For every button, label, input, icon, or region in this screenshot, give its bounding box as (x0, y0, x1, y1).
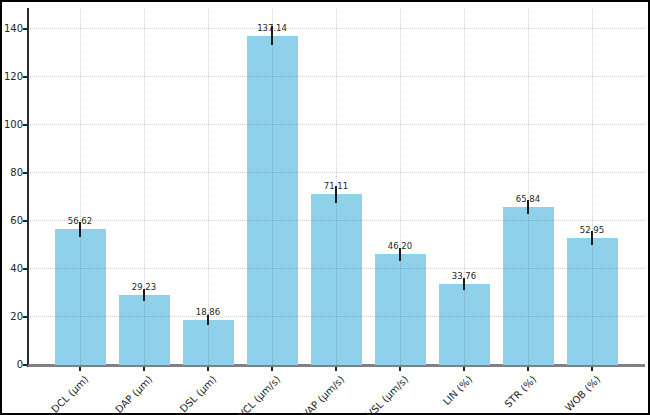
x-tick-mark (79, 367, 81, 371)
y-tick-mark (23, 76, 27, 78)
bar-value-label: 18.86 (178, 308, 238, 317)
y-tick-label: 140 (0, 22, 23, 36)
bar-value-label: 52.95 (562, 226, 622, 235)
bar-value-label: 137.14 (242, 24, 302, 33)
y-tick-label: 100 (0, 118, 23, 132)
x-tick-mark (143, 367, 145, 371)
y-tick-mark (23, 364, 27, 366)
y-tick-label: 20 (0, 310, 23, 324)
y-tick-label: 80 (0, 166, 23, 180)
y-tick-mark (23, 268, 27, 270)
x-tick-mark (271, 367, 273, 371)
bar-value-label: 65.84 (498, 195, 558, 204)
y-axis-spine (27, 8, 29, 367)
x-tick-mark (527, 367, 529, 371)
v-gridline (80, 8, 81, 365)
y-tick-label: 40 (0, 262, 23, 276)
x-tick-mark (335, 367, 337, 371)
v-gridline (464, 8, 465, 365)
v-gridline (592, 8, 593, 365)
v-gridline (528, 8, 529, 365)
y-tick-mark (23, 172, 27, 174)
bar-chart-figure: 56.62 29.23 18.86 137.14 71.11 46.20 33.76 65.8… (0, 0, 650, 415)
x-tick-label: DCL (μm) (4, 373, 91, 415)
y-tick-mark (23, 124, 27, 126)
v-gridline (400, 8, 401, 365)
v-gridline (144, 8, 145, 365)
y-tick-label: 120 (0, 70, 23, 84)
bar-value-label: 56.62 (50, 217, 110, 226)
x-tick-mark (399, 367, 401, 371)
bar-value-label: 33.76 (434, 272, 494, 281)
y-tick-label: 60 (0, 214, 23, 228)
x-tick-mark (463, 367, 465, 371)
y-tick-label: 0 (0, 358, 23, 372)
y-tick-mark (23, 220, 27, 222)
y-tick-mark (23, 316, 27, 318)
x-tick-mark (591, 367, 593, 371)
v-gridline (272, 8, 273, 365)
plot-area: 56.62 29.23 18.86 137.14 71.11 46.20 33.76 65.8… (28, 8, 645, 365)
x-tick-mark (207, 367, 209, 371)
y-tick-mark (23, 28, 27, 30)
bar-value-label: 71.11 (306, 182, 366, 191)
bar-value-label: 29.23 (114, 283, 174, 292)
bar-value-label: 46.20 (370, 242, 430, 251)
